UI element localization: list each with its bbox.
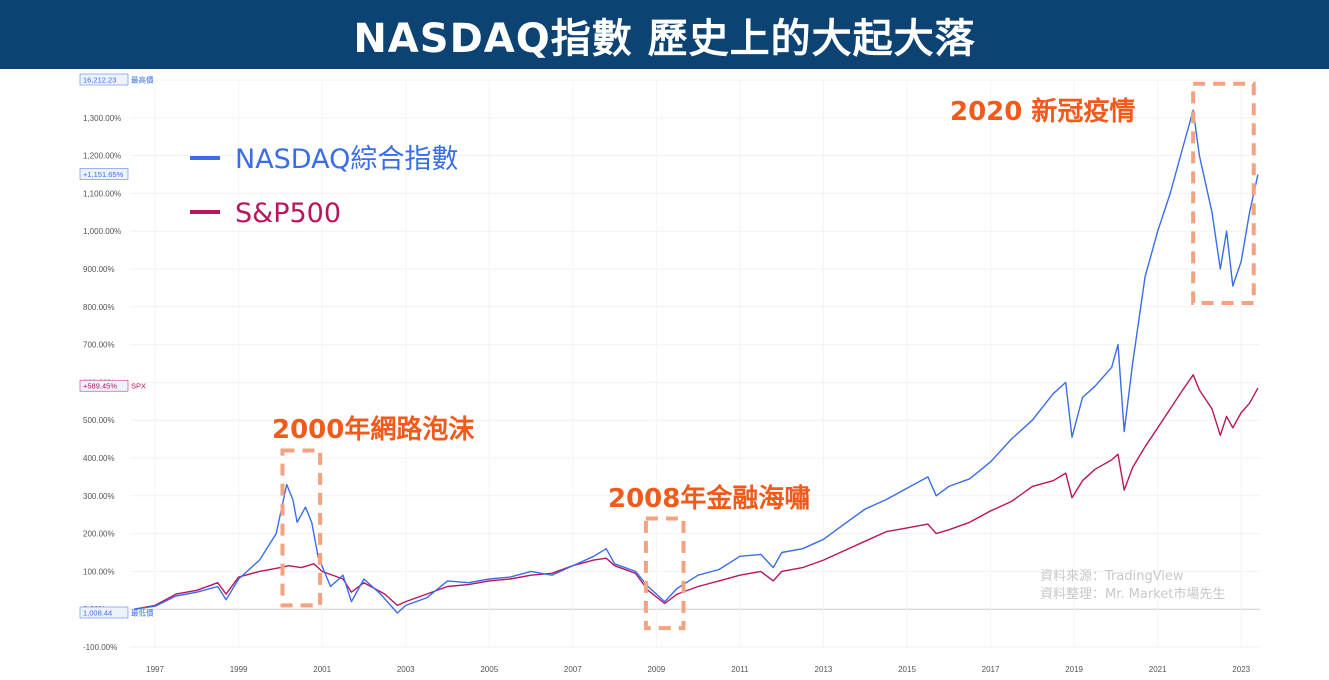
page-title: NASDAQ指數 歷史上的大起大落 [353, 15, 976, 62]
y-tick-label: 700.00% [83, 341, 115, 350]
x-tick-label: 2011 [731, 665, 749, 674]
price-tag: +1,151.65% [79, 168, 129, 180]
series-line [134, 109, 1259, 614]
y-tick-label: -100.00% [83, 643, 117, 652]
price-tag-value: 16,212.23 [83, 76, 116, 85]
x-tick-label: 2009 [647, 665, 665, 674]
y-tick-label: 900.00% [83, 265, 115, 274]
y-tick-label: 800.00% [83, 303, 115, 312]
x-tick-label: 2015 [898, 665, 916, 674]
price-tag-value: +589.45% [83, 382, 117, 391]
price-tag-box [79, 73, 129, 86]
price-tag-box [79, 606, 129, 619]
y-tick-label: 400.00% [83, 454, 115, 463]
x-tick-label: 2019 [1065, 665, 1083, 674]
annotation-label: 2000年網路泡沫 [272, 414, 475, 445]
price-tag: 1,008.44 最低價 [79, 606, 154, 619]
price-tag: 16,212.23 最高價 [79, 73, 154, 86]
credit-text: 資料來源：TradingView [1040, 569, 1184, 584]
x-tick-label: 2001 [313, 665, 331, 674]
price-tag-box [79, 379, 129, 392]
x-tick-label: 1999 [230, 665, 248, 674]
x-tick-label: 2021 [1149, 665, 1167, 674]
x-tick-label: 1997 [146, 665, 164, 674]
price-tag-value: 1,008.44 [83, 608, 112, 617]
annotation-label: 2020 新冠疫情 [950, 96, 1135, 127]
chart: 1,400.00%1,300.00%1,200.00%1,100.00%1,00… [79, 73, 1260, 674]
x-tick-label: 2023 [1232, 665, 1250, 674]
legend-label: NASDAQ綜合指數 [235, 144, 458, 175]
credit-text: 資料整理：Mr. Market市場先生 [1040, 586, 1225, 602]
price-tag-label: 最低價 [131, 607, 154, 617]
annotation-label: 2008年金融海嘯 [608, 483, 810, 514]
y-tick-label: 100.00% [83, 567, 115, 576]
y-tick-label: 500.00% [83, 416, 115, 425]
annotation-box [643, 516, 686, 631]
x-tick-label: 2005 [480, 665, 498, 674]
x-tick-label: 2017 [982, 665, 1000, 674]
x-tick-label: 2003 [397, 665, 415, 674]
y-tick-label: 1,000.00% [83, 227, 121, 236]
annotation-box [280, 448, 323, 608]
x-tick-label: 2007 [564, 665, 582, 674]
price-tag-box [79, 168, 129, 180]
y-tick-label: 1,100.00% [83, 189, 121, 198]
y-tick-label: 200.00% [83, 530, 115, 539]
x-tick-label: 2013 [815, 665, 833, 674]
legend-label: S&P500 [235, 198, 341, 229]
price-tag-value: +1,151.65% [83, 170, 124, 179]
price-tag: +589.45% SPX [79, 379, 146, 392]
title-banner: NASDAQ指數 歷史上的大起大落 [0, 0, 1329, 69]
price-tag-label: SPX [131, 382, 146, 391]
annotation-box [1191, 81, 1256, 306]
y-tick-label: 1,200.00% [83, 152, 121, 161]
price-tag-label: 最高價 [131, 75, 154, 85]
series-line [134, 374, 1259, 610]
y-tick-label: 300.00% [83, 492, 115, 501]
y-tick-label: 1,300.00% [83, 114, 121, 123]
